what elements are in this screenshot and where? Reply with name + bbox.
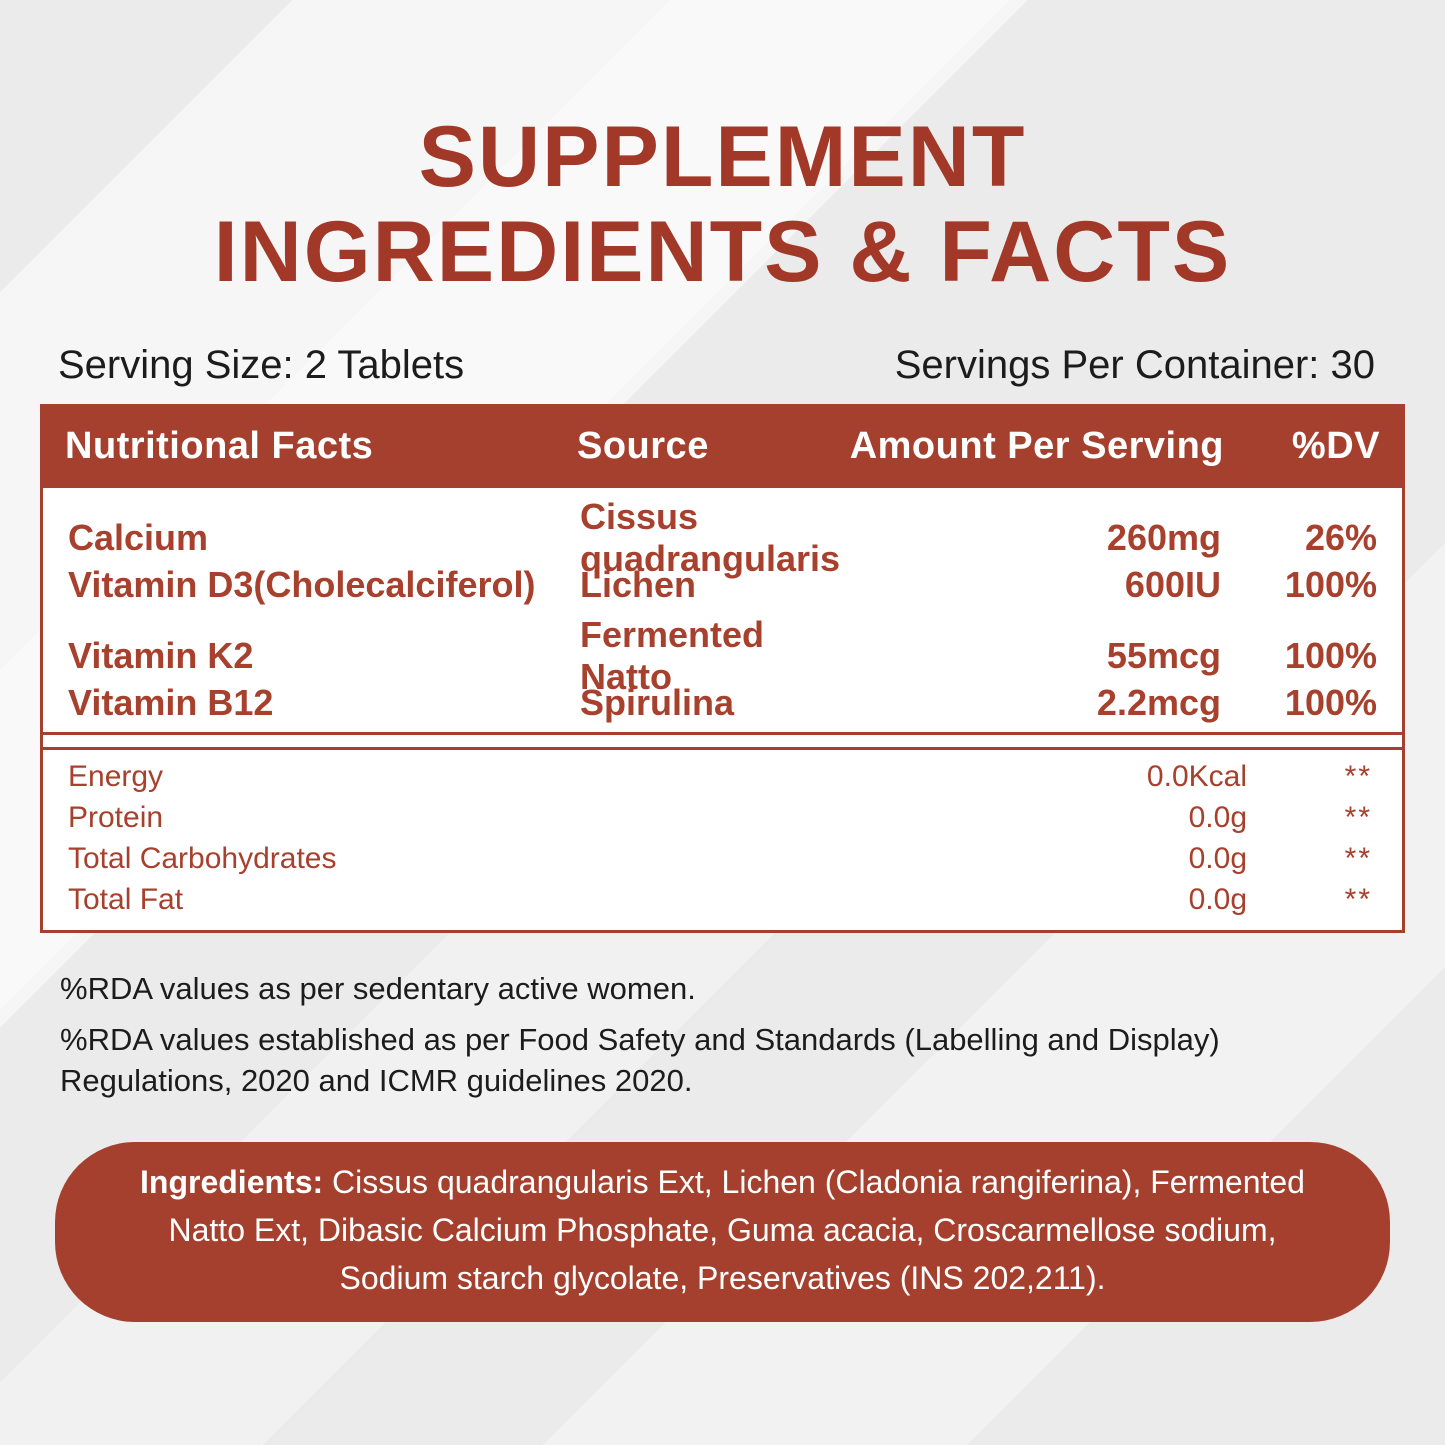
macro-amount: 0.0g (1188, 841, 1247, 875)
table-row: Total Carbohydrates 0.0g ** (68, 838, 1372, 879)
nutrient-name: Vitamin D3(Cholecalciferol) (68, 563, 536, 605)
macro-dv: ** (1344, 882, 1372, 916)
ingredients-label: Ingredients: (140, 1163, 324, 1200)
page-title-line1: SUPPLEMENT (418, 109, 1027, 205)
macro-name: Total Fat (68, 882, 184, 916)
macro-dv: ** (1344, 800, 1372, 834)
nutrient-dv: 26% (1304, 517, 1377, 559)
macro-name: Protein (68, 800, 164, 834)
table-header-row: Nutritional Facts Source Amount Per Serv… (40, 404, 1405, 489)
nutrient-name: Vitamin B12 (68, 681, 274, 723)
page-title-line2: INGREDIENTS & FACTS (213, 203, 1232, 300)
table-body: Calcium Cissus quadrangularis 260mg 26% … (40, 488, 1405, 934)
macro-amount: 0.0g (1188, 882, 1247, 916)
table-row: Vitamin D3(Cholecalciferol) Lichen 600IU… (68, 555, 1377, 614)
macro-name: Total Carbohydrates (68, 841, 337, 875)
nutrient-source: Spirulina (580, 681, 735, 723)
nutrient-dv: 100% (1284, 681, 1377, 723)
ingredients-list: Cissus quadrangularis Ext, Lichen (Clado… (168, 1163, 1305, 1296)
header-cell-amount-per-serving: Amount Per Serving (849, 424, 1224, 467)
servings-per-container-label: Servings Per Container: 30 (894, 343, 1375, 388)
footnote-line: %RDA values as per sedentary active wome… (60, 971, 696, 1007)
nutrient-name: Vitamin K2 (68, 635, 254, 677)
serving-size-label: Serving Size: 2 Tablets (58, 343, 465, 388)
table-row: Protein 0.0g ** (68, 797, 1372, 838)
macro-dv: ** (1344, 759, 1372, 793)
nutrient-amount: 2.2mcg (1096, 681, 1221, 723)
macro-dv: ** (1344, 841, 1372, 875)
header-cell-nutritional-facts: Nutritional Facts (65, 424, 374, 467)
section-divider-gap (43, 735, 1402, 748)
serving-info-row: Serving Size: 2 Tablets Servings Per Con… (58, 343, 1375, 388)
ingredients-text: Ingredients: Cissus quadrangularis Ext, … (125, 1158, 1320, 1302)
ingredients-box: Ingredients: Cissus quadrangularis Ext, … (55, 1141, 1390, 1322)
footnotes: %RDA values as per sedentary active wome… (60, 969, 1383, 1102)
macro-amount: 0.0g (1188, 800, 1247, 834)
nutrition-table: Nutritional Facts Source Amount Per Serv… (40, 404, 1405, 934)
macro-name: Energy (68, 759, 164, 793)
nutrient-dv: 100% (1284, 635, 1377, 677)
table-row: Total Fat 0.0g ** (68, 879, 1372, 920)
table-row: Vitamin K2 Fermented Natto 55mcg 100% (68, 614, 1377, 697)
table-row: Energy 0.0Kcal ** (68, 756, 1372, 797)
header-cell-dv: %DV (1291, 424, 1380, 467)
nutrient-amount: 260mg (1106, 517, 1221, 559)
footnote-line: %RDA values established as per Food Safe… (60, 1022, 1220, 1098)
vitamin-section: Calcium Cissus quadrangularis 260mg 26% … (43, 488, 1402, 736)
table-row: Vitamin B12 Spirulina 2.2mcg 100% (68, 673, 1377, 732)
nutrient-amount: 600IU (1124, 563, 1221, 605)
table-row: Calcium Cissus quadrangularis 260mg 26% (68, 496, 1377, 579)
nutrient-source: Lichen (580, 563, 697, 605)
header-cell-source: Source (577, 424, 709, 467)
nutrient-dv: 100% (1284, 563, 1377, 605)
page-title: SUPPLEMENT INGREDIENTS & FACTS (0, 110, 1445, 299)
macro-section: Energy 0.0Kcal ** Protein 0.0g ** Total … (43, 747, 1402, 930)
macro-amount: 0.0Kcal (1146, 759, 1247, 793)
nutrient-name: Calcium (68, 517, 209, 559)
nutrient-amount: 55mcg (1106, 635, 1221, 677)
